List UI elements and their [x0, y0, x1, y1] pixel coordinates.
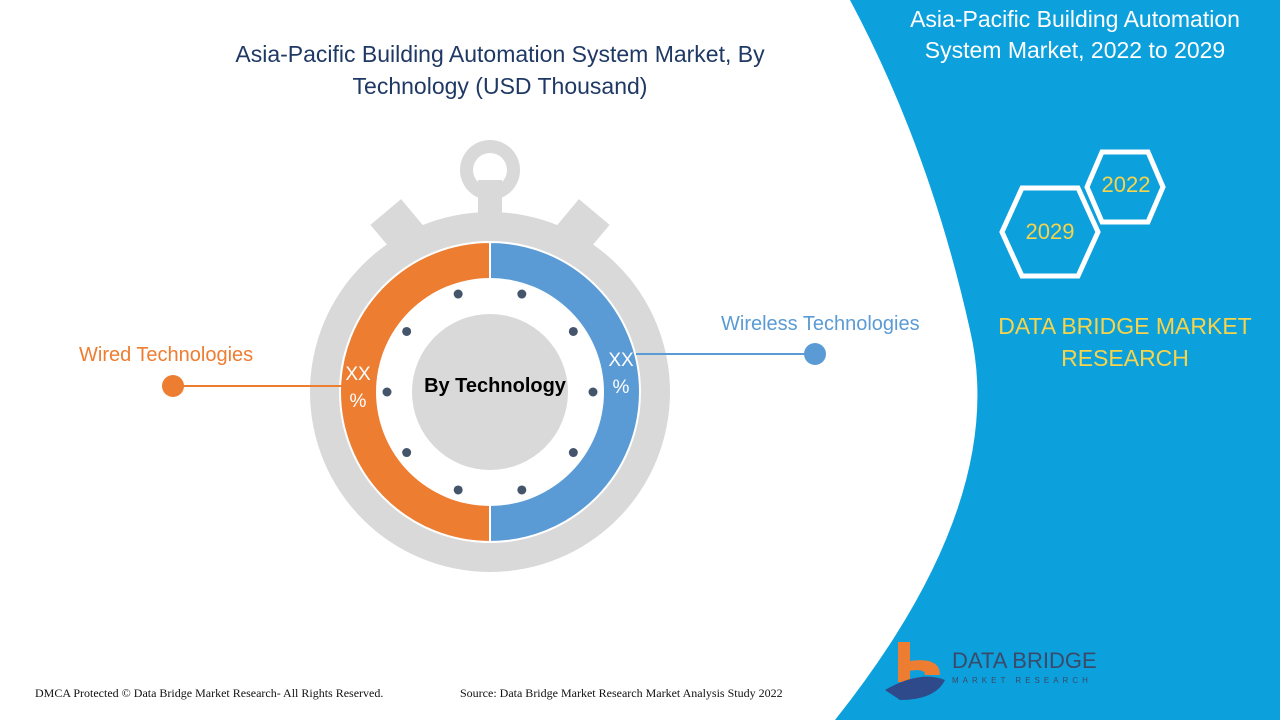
wired-marker — [162, 375, 184, 397]
footer-source: Source: Data Bridge Market Research Mark… — [460, 686, 783, 700]
dial-dot — [568, 326, 578, 336]
dial-dot — [453, 289, 463, 299]
year-end: 2029 — [1025, 219, 1075, 244]
hexagon-2022 — [1084, 149, 1166, 225]
legend-wired: Wired Technologies — [79, 344, 254, 366]
dial-dot — [453, 485, 463, 495]
chart-title: Asia-Pacific Building Automation System … — [235, 41, 765, 99]
dial-dot — [517, 289, 527, 299]
legend-wireless: Wireless Technologies — [721, 313, 920, 335]
dial-dot — [517, 485, 527, 495]
logo-name: DATA BRIDGE — [952, 648, 1097, 673]
dial-dot — [382, 387, 392, 397]
panel-title: Asia-Pacific Building Automation System … — [910, 6, 1240, 63]
center-label: By Technology — [424, 375, 566, 397]
data-label-wired: XX % — [345, 364, 371, 412]
data-label-wireless: XX % — [608, 350, 634, 398]
brand-text: DATA BRIDGE MARKET RESEARCH — [998, 313, 1252, 371]
year-start: 2022 — [1101, 172, 1151, 197]
footer-copyright: DMCA Protected © Data Bridge Market Rese… — [35, 686, 384, 700]
right-panel — [835, 0, 1280, 720]
dial-dot — [568, 448, 578, 458]
hexagon-2029 — [999, 185, 1101, 279]
wireless-marker — [804, 343, 826, 365]
dial-dot — [402, 326, 412, 336]
logo-sub: MARKET RESEARCH — [952, 676, 1092, 685]
logo-mark — [885, 642, 945, 700]
dial-dot — [402, 448, 412, 458]
dial-dot — [588, 387, 598, 397]
